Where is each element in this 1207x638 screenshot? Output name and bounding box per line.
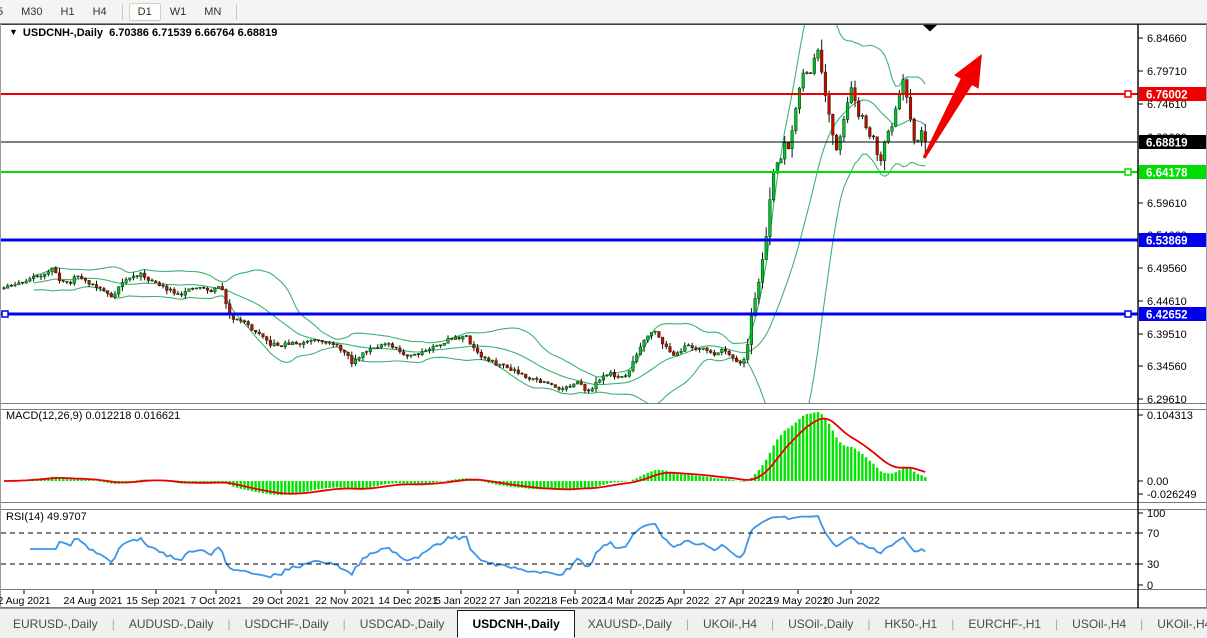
price-tick-label: 6.74610 [1147,99,1187,111]
bollinger-lower-band [33,153,926,403]
price-tick-label: 6.79710 [1147,66,1187,78]
price-tick-label: 6.34560 [1147,361,1187,373]
chart-tab-usoil-daily[interactable]: USOil-,Daily [788,617,854,631]
rsi-line [29,515,926,579]
support-line-blue-lower-price-badge-text: 6.42652 [1146,310,1188,322]
tab-separator: | [685,617,689,631]
chart-tab-eurchf-h1[interactable]: EURCHF-,H1 [968,617,1042,631]
timeframe-button-w1[interactable]: W1 [169,5,187,18]
support-line-green-price-badge [1139,165,1206,179]
timeframe-button-h4[interactable]: H4 [92,5,107,18]
tab-separator: | [342,617,346,631]
tab-separator: | [1140,617,1144,631]
price-tick-label: 6.39510 [1147,329,1187,341]
chart-tab-ukoil-h4[interactable]: UKOil-,H4 [702,617,757,631]
rsi-indicator-label: RSI(14) 49.9707 [6,511,87,523]
price-tick-label: 6.49560 [1147,263,1187,275]
indicator-tick-label: 70 [1147,528,1159,540]
chart-tab-bar: EURUSD-,Daily | AUDUSD-,Daily | USDCHF-,Dail… [0,608,1207,638]
support-line-green-price-badge-text: 6.64178 [1146,168,1188,180]
symbol-period-label: USDCNH-,Daily [22,27,103,39]
chart-tab-hk50-h1[interactable]: HK50-,H1 [884,617,938,631]
price-tick-label: 6.29610 [1147,394,1187,406]
timeframe-toolbar: 5 M30 H1 H4 D1 W1 MN [0,0,1207,24]
sell-marker-triangle-icon[interactable] [923,25,937,32]
ohlc-readout: 6.70386 6.71539 6.66764 6.68819 [109,27,278,39]
timeframe-button-5[interactable]: 5 [0,5,4,18]
current-price-line-price-badge-text: 6.68819 [1146,138,1188,150]
chart-tab-usdcad-daily[interactable]: USDCAD-,Daily [359,617,445,631]
date-tick-label: 22 Nov 2021 [315,595,375,607]
date-tick-label: 27 Jan 2022 [489,595,547,607]
chart-tab-eurusd-daily[interactable]: EURUSD-,Daily [13,617,98,631]
timeframe-button-d1[interactable]: D1 [128,2,161,21]
toolbar-separator [121,3,123,20]
date-tick-label: 10 Jun 2022 [822,595,880,607]
support-line-blue-lower-handle[interactable] [1124,310,1132,318]
price-tick-label: 6.59610 [1147,198,1187,210]
date-tick-label: 19 May 2022 [768,595,829,607]
tab-separator: | [227,617,231,631]
resistance-line-red-price-badge-text: 6.76002 [1146,90,1188,102]
indicator-tick-label: 0.00 [1147,476,1168,488]
macd-histogram [6,412,927,495]
bollinger-middle-band [33,99,926,386]
indicator-tick-label: 100 [1147,508,1165,520]
support-line-blue-upper-price-badge-text: 6.53869 [1146,236,1188,248]
support-line-blue-upper-price-badge [1139,233,1206,247]
bollinger-upper-band [33,25,926,378]
indicator-tick-label: 30 [1147,559,1159,571]
timeframe-button-mn[interactable]: MN [204,5,222,18]
rsi-pane [29,515,926,579]
date-tick-label: 5 Jan 2022 [435,595,487,607]
macd-signal-line [4,417,926,495]
price-tick-label: 6.44610 [1147,296,1187,308]
price-tick-label: 6.84660 [1147,33,1187,45]
date-tick-label: 14 Dec 2021 [378,595,438,607]
tab-separator: | [867,617,871,631]
chart-tab-audusd-daily[interactable]: AUDUSD-,Daily [128,617,214,631]
support-line-green-handle[interactable] [1124,168,1132,176]
resistance-line-red-handle[interactable] [1124,90,1132,98]
macd-pane [4,412,927,495]
chart-tab-ukoil-h4[interactable]: UKOil-,H4 [1157,617,1207,631]
indicator-tick-label: 0.104313 [1147,410,1193,422]
date-tick-label: 14 Mar 2022 [602,595,661,607]
date-tick-label: 18 Feb 2022 [546,595,605,607]
date-tick-label: 5 Apr 2022 [659,595,710,607]
chart-tab-usdchf-daily[interactable]: USDCHF-,Daily [244,617,329,631]
date-tick-label: 27 Apr 2022 [715,595,772,607]
support-line-blue-lower-handle[interactable] [1,310,9,318]
tab-separator: | [111,617,115,631]
macd-indicator-label: MACD(12,26,9) 0.012218 0.016621 [6,410,181,422]
date-tick-label: 29 Oct 2021 [252,595,309,607]
toolbar-separator [236,3,238,20]
tab-separator: | [770,617,775,631]
candlestick-series [2,39,927,394]
timeframe-button-m30[interactable]: M30 [21,5,43,18]
date-tick-label: 15 Sep 2021 [126,595,186,607]
date-tick-label: 7 Oct 2021 [190,595,242,607]
main-price-pane [2,25,927,403]
symbol-dropdown-icon[interactable]: ▼ [9,27,18,37]
date-tick-label: 2 Aug 2021 [0,595,51,607]
support-line-blue-lower-price-badge [1139,307,1206,321]
tab-separator: | [951,617,955,631]
chart-tab-usoil-h4[interactable]: USOil-,H4 [1072,617,1127,631]
trend-arrow-annotation[interactable] [912,47,994,165]
chart-tab-usdcnh-daily[interactable]: USDCNH-,Daily [457,610,575,638]
indicator-tick-label: 0 [1147,580,1153,592]
date-tick-label: 24 Aug 2021 [64,595,123,607]
timeframe-button-h1[interactable]: H1 [60,5,75,18]
chart-tab-xauusd-daily[interactable]: XAUUSD-,Daily [587,617,672,631]
chart-title: ▼ USDCNH-,Daily 6.70386 6.71539 6.66764 6… [9,27,277,39]
current-price-line-price-badge [1139,135,1206,149]
indicator-tick-label: -0.026249 [1147,489,1197,501]
tab-separator: | [1055,617,1059,631]
resistance-line-red-price-badge [1139,87,1206,101]
